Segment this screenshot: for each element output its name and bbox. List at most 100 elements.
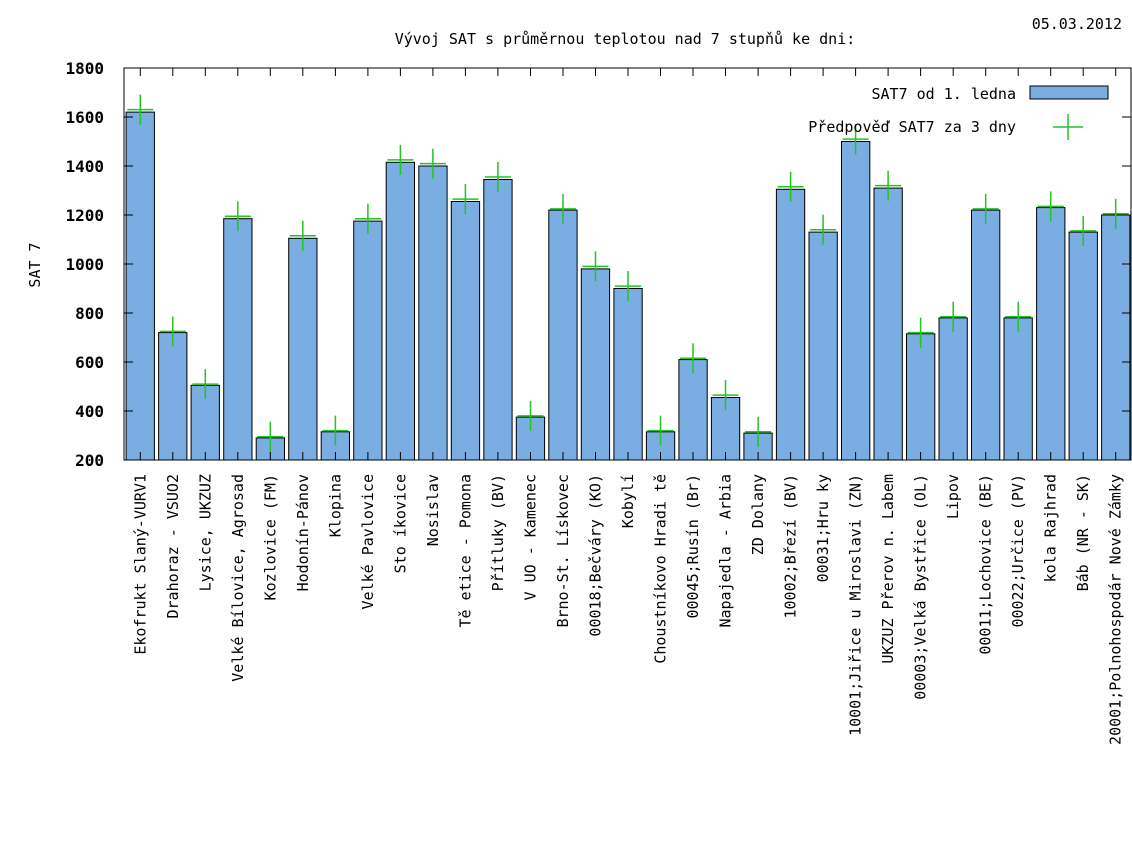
bar (158, 332, 188, 461)
category-label: V UO - Kamenec (522, 474, 540, 600)
y-tick-label: 800 (75, 304, 104, 323)
forecast-marker (484, 162, 511, 192)
bar (450, 201, 481, 461)
category-label: UKZUZ Přerov n. Labem (879, 474, 897, 664)
forecast-marker (419, 148, 446, 179)
y-tick-label: 200 (75, 451, 104, 470)
category-label: Báb (NR - SK) (1074, 474, 1092, 591)
bar (223, 218, 253, 461)
y-axis-label: SAT 7 (26, 242, 44, 287)
category-label: 00003;Velká Bystřice (OL) (912, 474, 930, 700)
category-label: Nosislav (424, 474, 442, 546)
forecast-marker (875, 170, 902, 201)
forecast-marker (159, 316, 186, 347)
category-label: Ekofrukt Slaný-VURV1 (131, 474, 149, 655)
category-label: 00011;Lochovice (BE) (977, 474, 995, 655)
category-label: Klopina (326, 474, 344, 537)
forecast-marker (842, 124, 869, 155)
forecast-marker (940, 301, 967, 332)
forecast-marker (550, 193, 576, 224)
legend-forecast-label: Předpověď SAT7 za 3 dny (808, 118, 1016, 136)
category-label: Lipov (944, 474, 962, 519)
legend-forecast-marker (1053, 114, 1083, 140)
forecast-marker (192, 369, 219, 400)
bar (385, 161, 416, 461)
y-ticks-layer: 200 400 600 800 1000 1200 1400 1600 1800 (65, 59, 104, 470)
forecast-marker (257, 421, 284, 452)
bar (906, 333, 936, 461)
category-label: 00022;Určice (PV) (1009, 474, 1027, 628)
y-tick-label: 1200 (65, 206, 104, 225)
category-label: kola Rajhrad (1042, 474, 1060, 582)
bar (971, 209, 1001, 461)
bar (1036, 207, 1066, 461)
bar (808, 231, 838, 461)
category-label: ZD Dolany (749, 474, 767, 555)
category-label: Drahoraz - VSUO2 (164, 474, 182, 619)
forecast-marker (354, 203, 381, 234)
category-label: Sto íkovice (391, 474, 409, 573)
category-label: 20001;Polnohospodár Nové Zámky (1107, 474, 1125, 745)
category-label: Tě etice - Pomona (456, 474, 474, 628)
y-tick-label: 1000 (65, 255, 104, 274)
category-label: Napajedla - Arbia (717, 474, 735, 628)
forecast-marker (517, 400, 544, 431)
forecast-marker (1037, 191, 1064, 222)
forecast-marker (712, 380, 739, 411)
category-label: 00018;Bečváry (KO) (587, 474, 605, 637)
legend: SAT7 od 1. ledna Předpověď SAT7 za 3 dny (808, 85, 1109, 140)
forecast-markers-layer (127, 94, 1129, 452)
forecast-marker (452, 184, 479, 215)
forecast-marker (387, 144, 414, 175)
category-labels-layer: Ekofrukt Slaný-VURV1 Drahoraz - VSUO2 Lysi… (131, 474, 1124, 745)
bar (1003, 317, 1033, 461)
forecast-marker (972, 193, 999, 224)
forecast-marker (224, 201, 251, 232)
category-label: Lysice, UKZUZ (196, 474, 214, 591)
y-tick-label: 1600 (65, 108, 104, 127)
bar (1101, 214, 1131, 461)
forecast-marker (1070, 215, 1097, 246)
category-label: Kobylí (619, 474, 637, 528)
bar (548, 209, 578, 461)
bar (775, 188, 806, 461)
forecast-marker (289, 220, 316, 251)
bar (613, 288, 643, 461)
forecast-marker (907, 317, 934, 348)
category-label: Choustníkovo Hradi tě (652, 474, 670, 664)
category-label: Velké Bílovice, Agrosad (229, 474, 247, 682)
bar (580, 268, 611, 461)
bar (483, 179, 513, 461)
forecast-marker (127, 94, 154, 125)
forecast-marker (810, 214, 837, 245)
y-tick-label: 600 (75, 353, 104, 372)
category-label: 10001;Jiřice u Miroslavi (ZN) (847, 474, 865, 736)
forecast-marker (582, 251, 609, 282)
legend-bar-label: SAT7 od 1. ledna (872, 85, 1017, 103)
y-tick-label: 1800 (65, 59, 104, 78)
category-label: Velké Pavlovice (359, 474, 377, 609)
chart-date: 05.03.2012 (1032, 15, 1122, 33)
forecast-marker (745, 416, 772, 447)
legend-bar-swatch (1029, 85, 1109, 100)
bars-layer (125, 111, 1131, 461)
chart-title: Vývoj SAT s průměrnou teplotou nad 7 stu… (395, 30, 856, 48)
category-label: 00031;Hru ky (814, 474, 832, 582)
axes-layer (123, 67, 1132, 461)
category-label: Kozlovice (FM) (261, 474, 279, 600)
y-tick-label: 1400 (65, 157, 104, 176)
forecast-marker (777, 171, 804, 202)
forecast-marker (1102, 198, 1129, 229)
forecast-marker (322, 415, 349, 446)
forecast-marker (680, 343, 706, 374)
bar (938, 317, 968, 461)
category-label: 00045;Rusín (Br) (684, 474, 702, 619)
forecast-marker (1005, 301, 1032, 332)
bar (288, 237, 318, 461)
bar (1068, 231, 1098, 461)
y-tick-label: 400 (75, 402, 104, 421)
category-label: Přítluky (BV) (489, 474, 507, 591)
category-label: Brno-St. Lískovec (554, 474, 572, 628)
forecast-marker (647, 415, 674, 446)
